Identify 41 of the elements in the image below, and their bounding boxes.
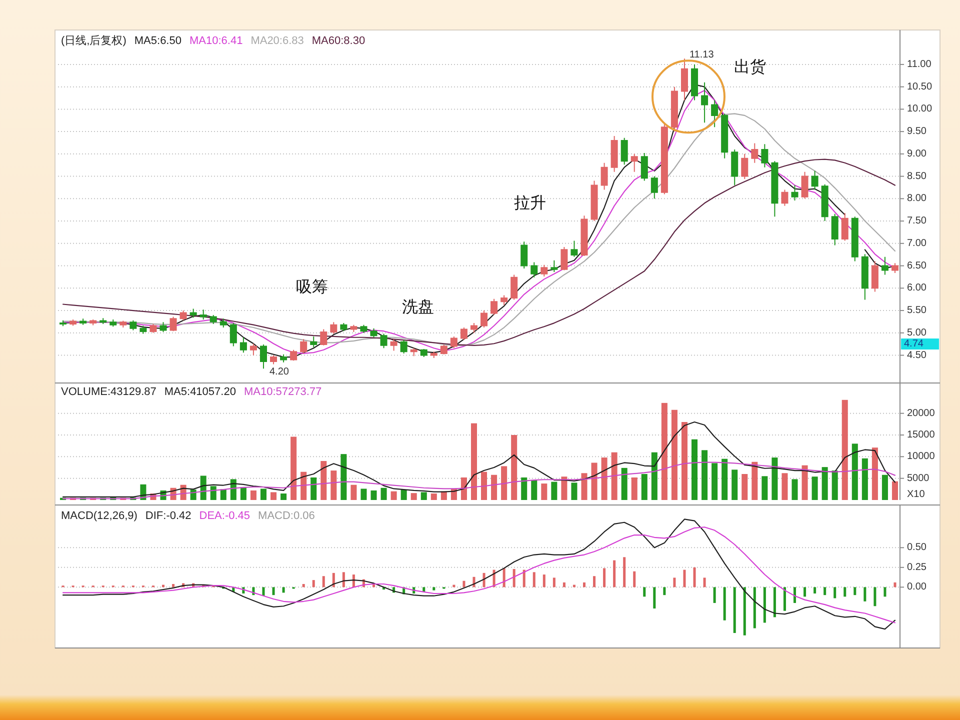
text: MA10:6.41 <box>189 35 243 47</box>
annotation: 洗盘 <box>402 298 434 316</box>
text: MA10:57273.77 <box>244 386 322 398</box>
y-tick-label: 15000 <box>907 430 936 440</box>
y-tick-label: 0.50 <box>907 542 927 554</box>
y-tick-label: 10.00 <box>907 104 932 115</box>
text: MA5:41057.20 <box>164 386 236 398</box>
y-tick-label: 6.50 <box>907 260 927 272</box>
y-tick-label: 5.00 <box>907 327 927 338</box>
y-tick-label: 11.00 <box>907 58 932 70</box>
y-tick-label: 7.50 <box>907 216 927 227</box>
y-tick-label: 6.00 <box>907 282 927 294</box>
text: 4.74 <box>904 338 924 350</box>
text: DIF:-0.42 <box>145 510 192 522</box>
text: X10 <box>907 489 926 500</box>
y-tick-label: 10.50 <box>907 81 932 92</box>
annotation: 4.20 <box>269 366 290 378</box>
y-tick-label: 10000 <box>907 451 936 462</box>
text: MA5:6.50 <box>134 35 182 47</box>
annotation: 11.13 <box>689 50 714 61</box>
text: MA20:6.83 <box>250 35 304 47</box>
annotation: 吸筹 <box>296 278 328 296</box>
y-tick-label: 0.00 <box>907 582 927 593</box>
chart-title: VOLUME:43129.87 <box>61 386 156 398</box>
y-tick-label: 5.50 <box>907 305 927 316</box>
y-tick-label: 4.50 <box>907 350 927 361</box>
y-tick-label: 5000 <box>907 472 930 484</box>
y-tick-label: 9.00 <box>907 148 927 160</box>
annotation: MACD:0.06 <box>258 510 315 522</box>
y-tick-label: 9.50 <box>907 126 927 138</box>
text: MA60:8.30 <box>312 35 366 47</box>
y-tick-label: 0.25 <box>907 562 927 573</box>
annotation: 出货 <box>734 58 766 76</box>
annotation: 拉升 <box>514 194 546 212</box>
text: DEA:-0.45 <box>199 510 250 522</box>
y-tick-label: 20000 <box>907 408 936 419</box>
chart-title: (日线,后复权) <box>61 34 126 47</box>
y-tick-label: 8.50 <box>907 170 927 182</box>
y-tick-label: 8.00 <box>907 193 927 204</box>
y-tick-label: 7.00 <box>907 238 927 249</box>
chart-title: MACD(12,26,9) <box>61 510 138 522</box>
